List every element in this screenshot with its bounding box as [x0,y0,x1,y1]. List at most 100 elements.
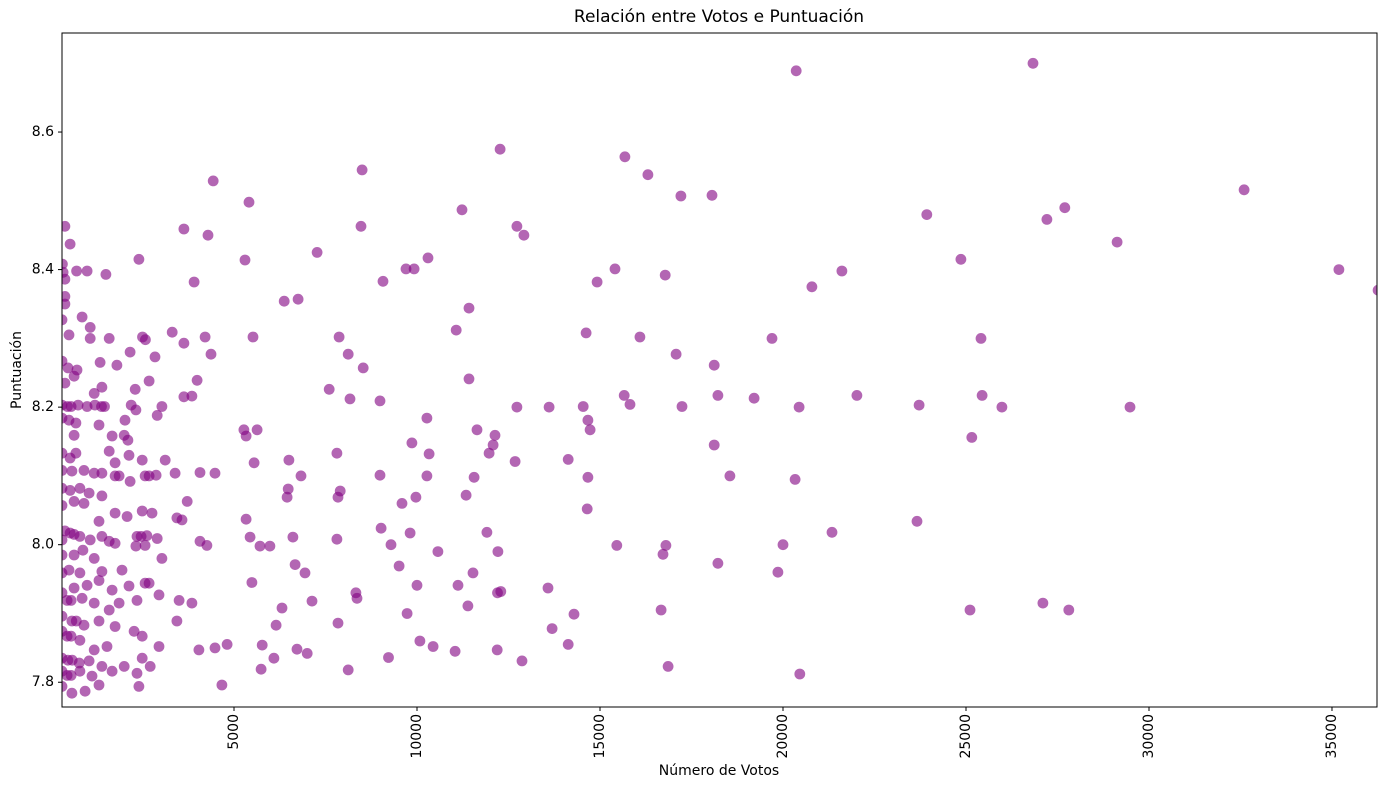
data-point [670,348,682,360]
data-point [996,401,1008,413]
data-point [77,544,89,556]
data-point [1111,236,1123,248]
x-tick-label: 30000 [1141,714,1157,759]
data-point [471,424,483,436]
data-point [976,390,988,401]
data-point [468,471,480,483]
data-point [88,644,100,656]
data-point [186,390,198,402]
chart-title: Relación entre Votos e Puntuación [574,7,864,27]
data-point [96,661,108,672]
data-point [94,357,106,368]
data-point [1037,597,1049,609]
data-point [93,679,105,691]
data-point [68,549,80,561]
x-tick-label: 35000 [1324,714,1340,759]
data-point [124,346,136,358]
data-point [62,298,71,310]
data-point [456,204,468,216]
data-point [62,220,71,232]
data-point [582,414,594,426]
data-point [72,399,84,411]
data-point [793,401,805,413]
data-point [489,429,501,441]
data-point [202,229,214,241]
data-point [427,641,439,652]
data-point [86,670,98,682]
data-point [712,557,724,569]
data-point [83,655,95,667]
data-point [62,258,68,270]
data-point [93,515,105,527]
data-point [712,390,724,401]
data-point [375,522,387,534]
data-point [136,630,148,642]
data-point [264,540,276,552]
data-point [178,337,190,349]
data-point [246,577,258,588]
data-point [131,595,143,606]
data-point [109,621,121,632]
data-point [62,549,68,561]
data-point [772,566,784,578]
data-point [76,592,88,604]
data-point [287,531,299,543]
data-point [836,265,848,277]
data-point [178,391,190,403]
data-point [542,582,554,594]
data-point [68,496,80,507]
data-point [251,424,263,436]
data-point [84,333,96,344]
data-point [462,600,474,612]
data-point [188,276,200,288]
data-point [70,417,82,429]
data-point [243,196,255,208]
data-point [777,539,789,551]
data-point [289,559,301,570]
data-point [342,348,354,360]
data-point [124,476,136,487]
data-point [76,311,88,323]
data-point [88,467,100,479]
data-point [153,589,165,601]
data-point [68,582,80,594]
data-point [62,525,71,537]
data-point [385,539,397,551]
data-point [199,331,211,343]
data-point [216,679,228,691]
data-point [129,383,141,395]
data-point [404,527,416,539]
data-point [144,661,156,672]
data-point [281,491,293,503]
data-point [1027,57,1039,69]
data-point [62,500,68,511]
data-point [562,454,574,465]
data-point [655,604,667,616]
data-point [171,615,183,627]
data-point [62,447,68,459]
data-point [191,374,203,386]
data-point [291,643,303,655]
data-point [295,470,307,482]
data-point [432,546,444,557]
data-point [421,412,433,424]
data-point [166,326,178,338]
data-point [62,266,69,278]
data-point [169,467,181,479]
data-point [64,452,76,464]
data-point [131,667,143,679]
data-point [256,639,268,651]
y-tick-label: 8.2 [32,399,54,415]
data-point [270,619,282,631]
data-point [106,430,118,442]
data-point [79,685,91,697]
data-point [706,189,718,201]
data-point [74,567,86,579]
y-axis-label: Puntuación [9,331,25,409]
data-point [123,580,135,592]
data-point [344,393,356,405]
data-point [481,526,493,538]
data-point [408,263,420,275]
data-point [78,465,90,476]
data-point [591,276,603,288]
